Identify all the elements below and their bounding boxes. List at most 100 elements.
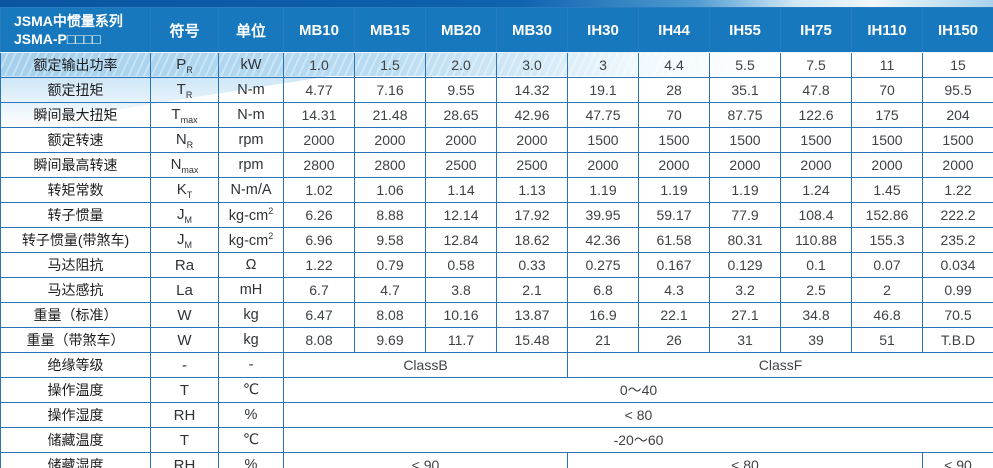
table-row: 转子惯量 JM kg-cm2 6.26 8.88 12.14 17.92 39.… [0, 202, 993, 228]
table-row: 额定扭矩 TR N-m 4.77 7.16 9.55 14.32 19.1 28… [0, 77, 993, 103]
cell-value: 1.22 [922, 177, 993, 203]
cell-value: 21.48 [354, 102, 426, 128]
cell-value: 2000 [638, 152, 710, 178]
row-symbol: TR [150, 77, 219, 103]
row-label: 转子惯量(带煞车) [0, 227, 151, 253]
cell-value: 1500 [709, 127, 781, 153]
cell-value: 12.84 [425, 227, 497, 253]
cell-value: 0.275 [567, 252, 639, 278]
row-unit: N-m [218, 102, 284, 128]
cell-value: 21 [567, 327, 639, 353]
cell-value: 6.96 [283, 227, 355, 253]
cell-value: 22.1 [638, 302, 710, 328]
column-header-unit: 单位 [218, 7, 284, 53]
row-symbol: Nmax [150, 152, 219, 178]
cell-value: 42.36 [567, 227, 639, 253]
row-label: 操作温度 [0, 377, 151, 403]
cell-value: 16.9 [567, 302, 639, 328]
cell-value: 1500 [851, 127, 923, 153]
cell-value: 0.99 [922, 277, 993, 303]
cell-value: 2000 [851, 152, 923, 178]
row-symbol: La [150, 277, 219, 303]
row-symbol: JM [150, 202, 219, 228]
cell-value-span: < 90 [922, 452, 993, 468]
cell-value: 1.22 [283, 252, 355, 278]
cell-value: 80.31 [709, 227, 781, 253]
cell-value: 4.3 [638, 277, 710, 303]
row-symbol: PR [150, 52, 219, 78]
cell-value: 4.4 [638, 52, 710, 78]
cell-value-span: ClassB [283, 352, 568, 378]
row-label: 重量（带煞车） [0, 327, 151, 353]
row-label: 额定扭矩 [0, 77, 151, 103]
row-unit: rpm [218, 127, 284, 153]
series-title-line2: JSMA-P□□□□ [14, 31, 101, 47]
cell-value: 7.16 [354, 77, 426, 103]
cell-value-span: < 80 [283, 402, 993, 428]
row-label: 马达感抗 [0, 277, 151, 303]
cell-value: 6.8 [567, 277, 639, 303]
cell-value: 70 [851, 77, 923, 103]
cell-value: 2000 [283, 127, 355, 153]
cell-value: 27.1 [709, 302, 781, 328]
cell-value: 222.2 [922, 202, 993, 228]
cell-value: 108.4 [780, 202, 852, 228]
cell-value: 1500 [638, 127, 710, 153]
cell-value: 3.8 [425, 277, 497, 303]
cell-value: 39 [780, 327, 852, 353]
series-title-line1: JSMA中惯量系列 [14, 12, 123, 29]
cell-value: 15.48 [496, 327, 568, 353]
cell-value: 2800 [283, 152, 355, 178]
cell-value: 1500 [567, 127, 639, 153]
column-header-model: IH110 [851, 7, 923, 53]
cell-value: 204 [922, 102, 993, 128]
row-unit: Ω [218, 252, 284, 278]
row-symbol: W [150, 302, 219, 328]
cell-value: 2000 [780, 152, 852, 178]
row-unit: ℃ [218, 377, 284, 403]
row-unit: - [218, 352, 284, 378]
row-label: 额定转速 [0, 127, 151, 153]
cell-value: 26 [638, 327, 710, 353]
row-symbol: T [150, 377, 219, 403]
table-row: 重量（标准） W kg 6.47 8.08 10.16 13.87 16.9 2… [0, 302, 993, 328]
cell-value: 1.24 [780, 177, 852, 203]
row-symbol: - [150, 352, 219, 378]
table-row: 储藏温度 T ℃ -20～60 [0, 427, 993, 453]
cell-value: 19.1 [567, 77, 639, 103]
cell-value: 4.7 [354, 277, 426, 303]
cell-value: 14.32 [496, 77, 568, 103]
table-row: 转矩常数 KT N-m/A 1.02 1.06 1.14 1.13 1.19 1… [0, 177, 993, 203]
table-row: 瞬间最大扭矩 Tmax N-m 14.31 21.48 28.65 42.96 … [0, 102, 993, 128]
row-unit: N-m/A [218, 177, 284, 203]
row-symbol: Tmax [150, 102, 219, 128]
cell-value: 10.16 [425, 302, 497, 328]
row-symbol: RH [150, 452, 219, 468]
row-label: 额定输出功率 [0, 52, 151, 78]
cell-value: 18.62 [496, 227, 568, 253]
table-row: 额定转速 NR rpm 2000 2000 2000 2000 1500 150… [0, 127, 993, 153]
cell-value: 5.5 [709, 52, 781, 78]
cell-value-span: < 80 [567, 452, 923, 468]
row-symbol: Ra [150, 252, 219, 278]
cell-value: 70.5 [922, 302, 993, 328]
cell-value: 152.86 [851, 202, 923, 228]
cell-value: 77.9 [709, 202, 781, 228]
cell-value: 1.0 [283, 52, 355, 78]
row-unit: kg [218, 302, 284, 328]
cell-value: 2000 [709, 152, 781, 178]
table-row: 马达感抗 La mH 6.7 4.7 3.8 2.1 6.8 4.3 3.2 2… [0, 277, 993, 303]
cell-value: 3.0 [496, 52, 568, 78]
cell-value: 61.58 [638, 227, 710, 253]
row-symbol: KT [150, 177, 219, 203]
cell-value: 13.87 [496, 302, 568, 328]
row-label: 储藏湿度 [0, 452, 151, 468]
row-label: 瞬间最大扭矩 [0, 102, 151, 128]
cell-value-span: 0～40 [283, 377, 993, 403]
row-label: 转矩常数 [0, 177, 151, 203]
row-symbol: W [150, 327, 219, 353]
cell-value: 8.08 [354, 302, 426, 328]
cell-value: 2800 [354, 152, 426, 178]
row-unit: kg-cm2 [218, 202, 284, 228]
cell-value: 8.88 [354, 202, 426, 228]
